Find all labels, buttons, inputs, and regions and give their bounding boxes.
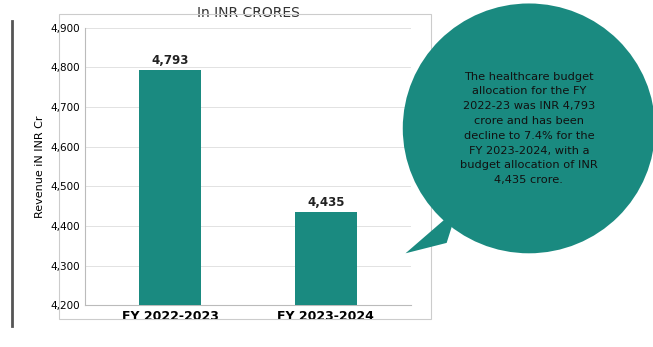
Bar (295, 212, 357, 347)
Y-axis label: Revenue iN INR Cr: Revenue iN INR Cr (35, 115, 45, 218)
Title: In INR CRORES: In INR CRORES (197, 6, 300, 20)
Text: 4,793: 4,793 (151, 54, 189, 67)
Text: The healthcare budget
allocation for the FY
2022-23 was INR 4,793
crore and has : The healthcare budget allocation for the… (460, 71, 597, 185)
Ellipse shape (403, 3, 653, 253)
Text: 4,435: 4,435 (307, 196, 345, 209)
Bar (139, 70, 202, 347)
Polygon shape (406, 208, 458, 253)
